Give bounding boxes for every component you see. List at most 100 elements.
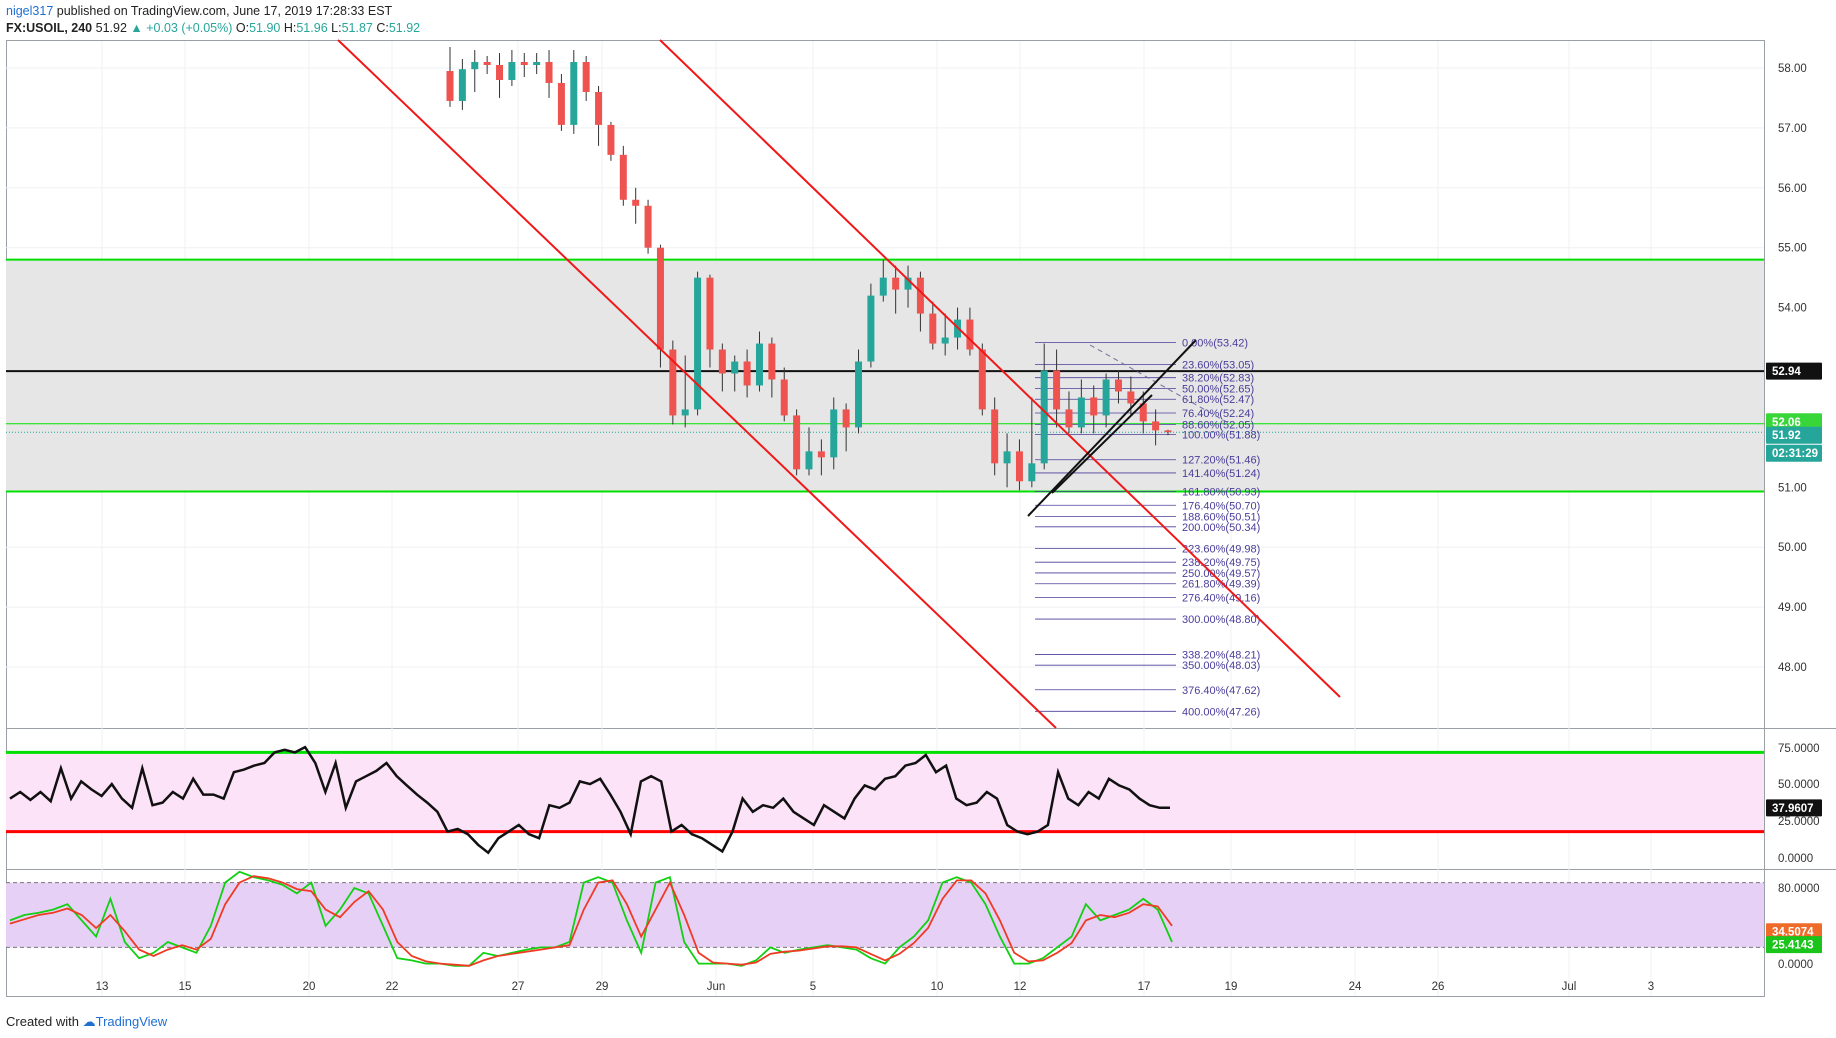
candle-body: [533, 62, 541, 66]
candle-body: [483, 62, 491, 66]
publish-text: published on TradingView.com, June 17, 2…: [56, 4, 393, 18]
candle-body: [916, 277, 924, 314]
candle-body: [892, 277, 900, 290]
current-price-badge-bg: [1766, 426, 1822, 444]
time-tick-label: Jul: [1562, 981, 1577, 993]
fib-label: 176.40%(50.70): [1182, 500, 1260, 512]
low-label: L:: [331, 21, 342, 35]
time-tick-label: 10: [931, 981, 944, 993]
stoch-k-badge: 25.4143: [1772, 940, 1814, 952]
candle-body: [830, 409, 838, 458]
candle-body: [582, 62, 590, 92]
time-tick-label: 12: [1014, 981, 1027, 993]
candle-body: [879, 277, 887, 296]
price-tick-label: 51.00: [1778, 482, 1807, 494]
candle-body: [458, 69, 466, 101]
fib-diagonal-line: [1089, 344, 1233, 426]
candle-body: [1040, 370, 1048, 464]
fib-label: 200.00%(50.34): [1182, 522, 1260, 534]
candle-body: [867, 295, 875, 362]
shaded-zones: [6, 259, 1764, 492]
author-link[interactable]: nigel317: [6, 4, 54, 18]
resistance-price-badge-bg: [1766, 362, 1822, 380]
candle-body: [644, 205, 652, 248]
tradingview-link[interactable]: TradingView: [95, 1014, 168, 1029]
stoch-d-line: [9, 875, 1173, 967]
time-tick-label: 17: [1138, 981, 1151, 993]
rsi-band: [6, 752, 1764, 832]
candle-body: [656, 247, 664, 350]
candle-body: [978, 349, 986, 410]
candle-body: [632, 199, 640, 206]
candle-body: [669, 349, 677, 416]
time-tick-label: 22: [386, 981, 399, 993]
time-tick-label: 13: [96, 981, 109, 993]
price-tick-label: 49.00: [1778, 602, 1807, 614]
time-tick-label: Jun: [707, 981, 726, 993]
candle-body: [1102, 379, 1110, 416]
stoch-k-badge-bg: [1766, 936, 1822, 954]
price-tick-label: 57.00: [1778, 123, 1807, 135]
candle-body: [780, 379, 788, 416]
level-price-badge-bg: [1766, 413, 1822, 431]
fib-label: 50.00%(52.65): [1182, 383, 1254, 395]
candle-body: [855, 361, 863, 428]
candle-body: [929, 313, 937, 344]
publish-info: nigel317 published on TradingView.com, J…: [6, 4, 392, 18]
candle-body: [904, 277, 912, 290]
rsi-indicator: [9, 745, 1170, 855]
price-tick-label: 58.00: [1778, 63, 1807, 75]
time-tick-label: 15: [179, 981, 192, 993]
fib-label: 250.00%(49.57): [1182, 568, 1260, 580]
symbol-label: FX:USOIL, 240: [6, 21, 93, 35]
candle-body: [1139, 403, 1147, 422]
candle-body: [793, 415, 801, 470]
candle-body: [755, 343, 763, 386]
price-tick-label: 55.00: [1778, 243, 1807, 255]
close-value: 51.92: [388, 21, 421, 35]
stoch-k-line: [9, 870, 1173, 967]
stochastic-indicator: [9, 870, 1173, 967]
time-axis: 13 15 20 22 27 29 Jun 5 10 12 17 19 24 26 Jul 3: [96, 981, 1655, 993]
time-tick-label: 29: [596, 981, 609, 993]
fib-label: 188.60%(50.51): [1182, 512, 1260, 524]
price-change: ▲ +0.03 (+0.05%): [130, 21, 233, 35]
fib-label: 350.00%(48.03): [1182, 660, 1260, 672]
resistance-price-badge: 52.94: [1772, 366, 1801, 378]
triangle-upper-line: [1027, 339, 1197, 517]
stoch-d-badge-bg: [1766, 923, 1822, 941]
candle-body: [545, 62, 553, 83]
candle-body: [817, 451, 825, 458]
candle-body: [1003, 451, 1011, 464]
indicator-bands: [6, 750, 1764, 948]
fib-label: 400.00%(47.26): [1182, 706, 1260, 718]
rsi-line: [9, 745, 1170, 855]
price-badges: 52.9452.0651.9202:31:2937.960734.507425.…: [1766, 362, 1822, 954]
candle-body: [496, 65, 504, 80]
candle-body: [446, 70, 454, 101]
candle-body: [694, 277, 702, 410]
candle-body: [508, 62, 516, 80]
channel-lower-line: [337, 39, 1057, 729]
countdown-badge: 02:31:29: [1772, 448, 1818, 460]
fib-label: 76.40%(52.24): [1182, 408, 1254, 420]
trend-drawings: [337, 39, 1341, 729]
candle-body: [1077, 397, 1085, 428]
candle-body: [768, 343, 776, 380]
candle-body: [1127, 391, 1135, 404]
countdown-badge-bg: [1766, 444, 1822, 462]
fib-label: 38.20%(52.83): [1182, 373, 1254, 385]
stoch-tick-label: 0.0000: [1778, 959, 1813, 971]
candle-body: [805, 451, 813, 470]
candle-body: [557, 82, 565, 125]
candle-body: [743, 361, 751, 386]
open-label: O:: [235, 21, 250, 35]
price-tick-label: 56.00: [1778, 183, 1807, 195]
time-tick-label: 19: [1225, 981, 1238, 993]
triangle-lower-line: [1051, 394, 1153, 494]
rsi-current-badge: 37.9607: [1772, 803, 1814, 815]
rsi-tick-label: 25.0000: [1778, 816, 1820, 828]
open-value: 51.90: [249, 21, 281, 35]
last-price: 51.92: [95, 21, 127, 35]
rsi-tick-label: 75.0000: [1778, 743, 1820, 755]
